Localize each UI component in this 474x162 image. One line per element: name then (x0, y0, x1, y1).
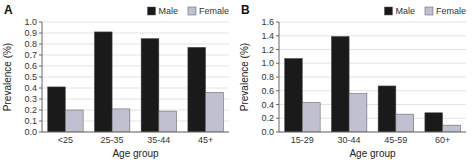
bar (331, 36, 349, 132)
y-axis-label: Prevalence (%) (2, 43, 13, 111)
panel: 0.0 0.2 0.4 0.6 0.8 1.0 1.2 1.4 1.6 15-29 30-44 45-… (239, 3, 466, 159)
grid-line (279, 49, 466, 50)
bar (159, 111, 177, 132)
panel-title: B (241, 3, 250, 17)
legend-swatch (384, 7, 392, 15)
y-tick-label: 0.9 (24, 28, 37, 38)
y-tick-label: 0.6 (261, 86, 274, 96)
x-axis (279, 132, 466, 133)
bar (349, 94, 367, 133)
x-axis-label: Age group (349, 148, 396, 159)
y-tick-label: 0.2 (24, 105, 37, 115)
y-axis-label: Prevalence (%) (239, 43, 250, 111)
grid-line (279, 77, 466, 78)
legend-swatch (147, 7, 155, 15)
y-tick-label: 0.2 (261, 113, 274, 123)
legend-label: Female (199, 6, 229, 16)
y-tick-label: 0.7 (24, 50, 37, 60)
y-tick-label: 1.0 (261, 58, 274, 68)
grid-line (279, 132, 466, 133)
y-tick-label: 0.0 (261, 127, 274, 137)
grid-line (42, 132, 229, 133)
x-axis (42, 132, 229, 133)
bar (378, 86, 396, 132)
x-tick-label: 25-35 (101, 135, 124, 145)
y-tick-label: 1.4 (261, 31, 274, 41)
y-axis (42, 22, 43, 132)
x-axis-label: Age group (112, 148, 159, 159)
bar (48, 87, 66, 132)
bars (285, 36, 461, 132)
y-tick-label: 0.0 (24, 127, 37, 137)
panel: 0.00.10.20.30.40.50.60.70.80.91.0 <25 25-3… (2, 3, 229, 159)
grid-line (279, 35, 466, 36)
y-tick-label: 1.0 (24, 17, 37, 27)
y-tick-label: 0.1 (24, 116, 37, 126)
bar (302, 102, 320, 132)
legend-swatch (188, 7, 196, 15)
bar (188, 47, 206, 132)
y-tick-label: 0.3 (24, 94, 37, 104)
x-tick-label: 60+ (435, 135, 450, 145)
x-tick-label: 30-44 (338, 135, 361, 145)
legend-label: Male (158, 6, 178, 16)
x-tick-label: <25 (58, 135, 73, 145)
bar (94, 32, 112, 132)
legend: Male Female (147, 6, 229, 16)
grid-line (279, 90, 466, 91)
y-tick-label: 0.8 (261, 72, 274, 82)
x-tick-label: 45-59 (384, 135, 407, 145)
x-tick-label: 35-44 (147, 135, 170, 145)
grid-line (279, 22, 466, 23)
x-tick-label: 45+ (198, 135, 213, 145)
y-tick-label: 0.4 (261, 100, 274, 110)
bar (112, 109, 130, 132)
grid-line (42, 22, 229, 23)
y-tick-label: 0.5 (24, 72, 37, 82)
y-axis (279, 22, 280, 132)
legend-swatch (425, 7, 433, 15)
y-tick-label: 0.6 (24, 61, 37, 71)
bar (65, 110, 83, 132)
y-tick-label: 1.2 (261, 45, 274, 55)
legend-label: Male (395, 6, 415, 16)
bar (396, 114, 414, 132)
y-tick-label: 1.6 (261, 17, 274, 27)
x-tick-label: 15-29 (291, 135, 314, 145)
bar (206, 92, 224, 132)
legend: Male Female (384, 6, 466, 16)
bars (48, 32, 224, 132)
bar (285, 58, 303, 132)
grid-line (42, 33, 229, 34)
bar (443, 125, 461, 132)
panel-title: A (4, 3, 13, 17)
grid-line (42, 44, 229, 45)
legend-label: Female (436, 6, 466, 16)
y-tick-label: 0.4 (24, 83, 37, 93)
y-tick-label: 0.8 (24, 39, 37, 49)
grid-line (279, 63, 466, 64)
bar (425, 113, 443, 132)
bar (141, 39, 159, 133)
chart-figure: 0.00.10.20.30.40.50.60.70.80.91.0<2525-3… (0, 0, 474, 162)
